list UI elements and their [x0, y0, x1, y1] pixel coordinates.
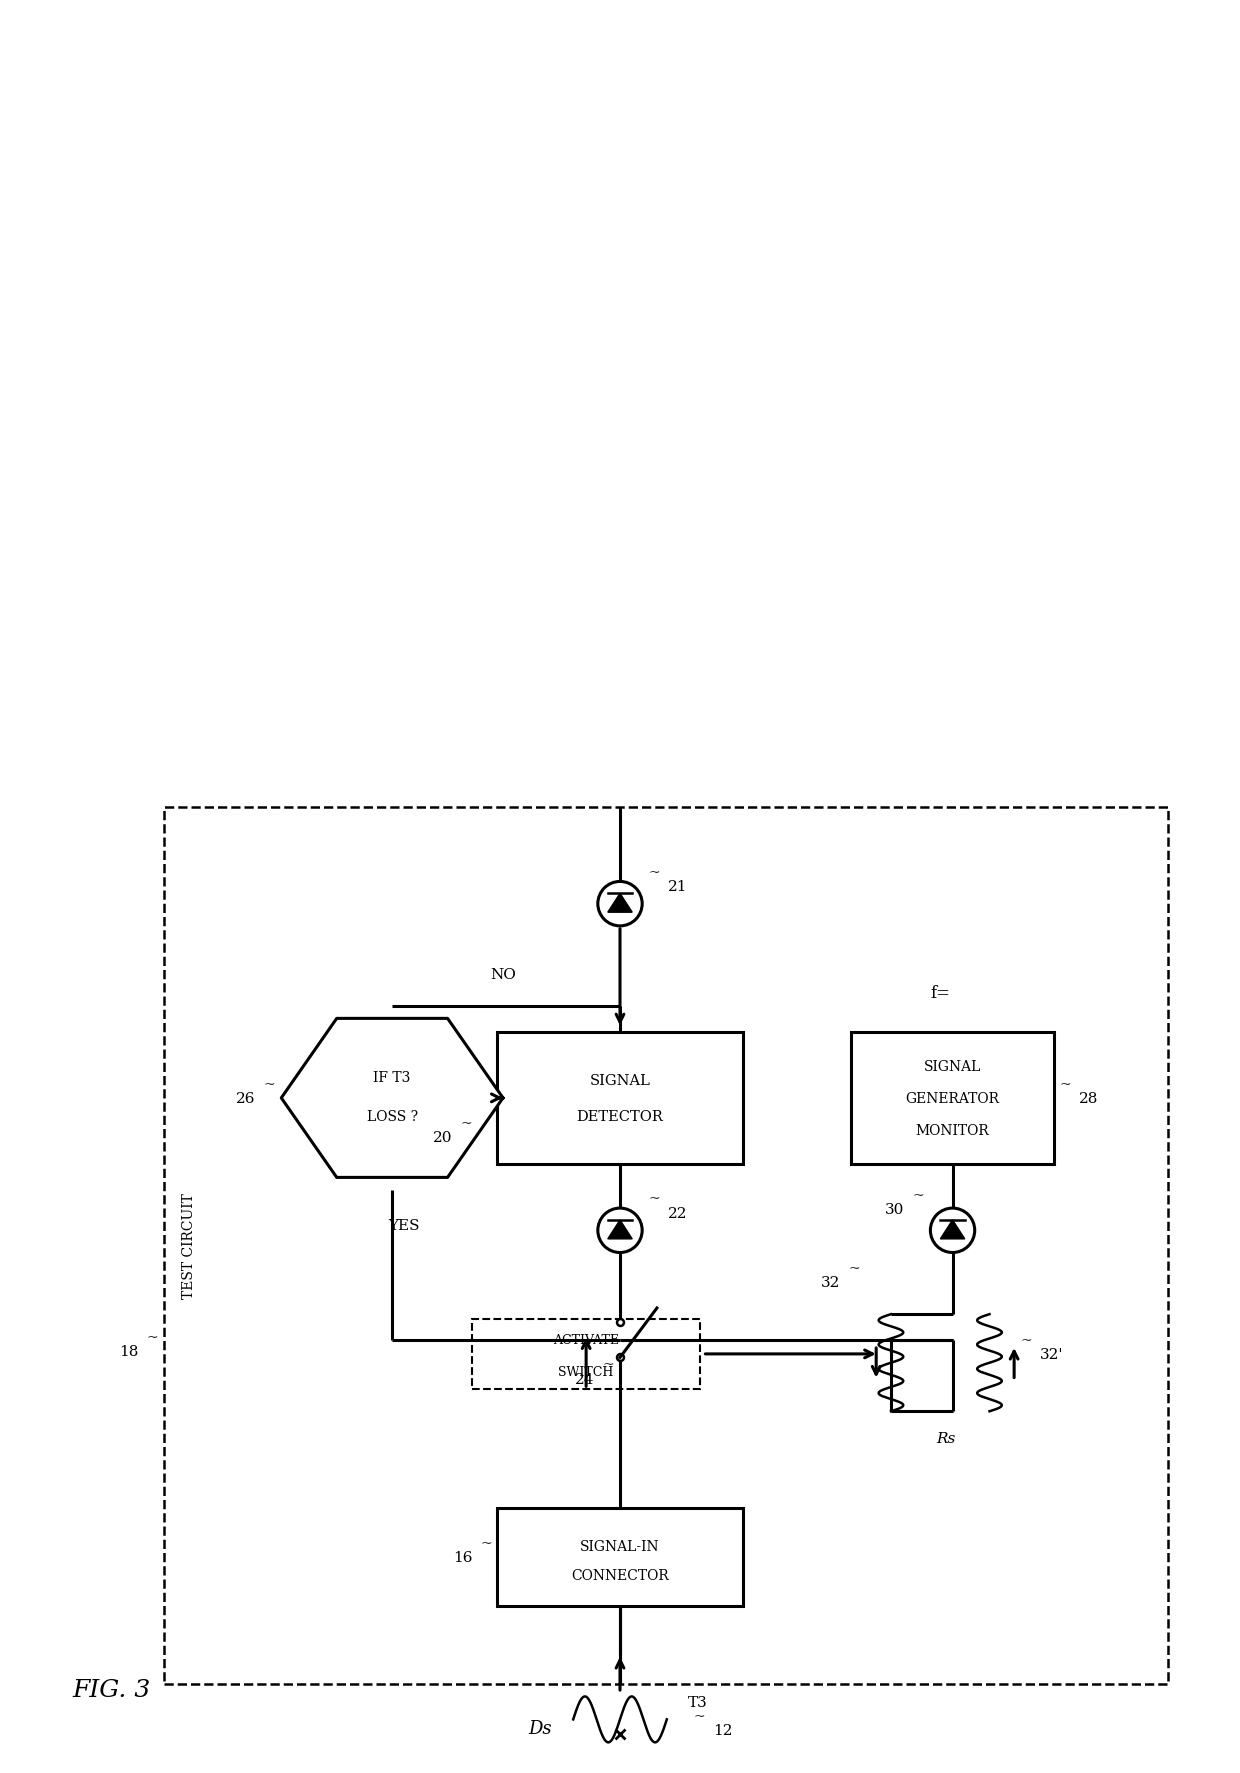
Text: 22: 22	[668, 1206, 687, 1220]
Polygon shape	[281, 1019, 503, 1177]
Text: SIGNAL-IN: SIGNAL-IN	[580, 1539, 660, 1553]
Text: T3: T3	[688, 1695, 708, 1709]
Text: SIGNAL: SIGNAL	[589, 1074, 651, 1087]
Ellipse shape	[598, 1209, 642, 1254]
Text: ~: ~	[913, 1188, 924, 1202]
Text: SIGNAL: SIGNAL	[924, 1060, 981, 1073]
Text: Ds: Ds	[528, 1720, 552, 1738]
Text: 28: 28	[1079, 1090, 1099, 1105]
Text: GENERATOR: GENERATOR	[905, 1090, 999, 1105]
Text: 30: 30	[885, 1202, 904, 1216]
Text: 18: 18	[119, 1344, 139, 1358]
Text: 16: 16	[453, 1550, 472, 1564]
Text: ~: ~	[649, 865, 660, 879]
Bar	[851, 1032, 1054, 1165]
Ellipse shape	[598, 881, 642, 926]
Text: NO: NO	[491, 968, 517, 982]
Text: FIG. 3: FIG. 3	[72, 1677, 150, 1700]
Polygon shape	[608, 1220, 632, 1239]
Text: TEST CIRCUIT: TEST CIRCUIT	[182, 1193, 196, 1298]
Polygon shape	[940, 1220, 965, 1239]
Polygon shape	[608, 894, 632, 913]
Text: SWITCH: SWITCH	[558, 1365, 614, 1378]
Text: IF T3: IF T3	[373, 1071, 410, 1083]
Text: ~: ~	[848, 1262, 861, 1275]
Bar	[497, 1032, 743, 1165]
Text: 21: 21	[668, 879, 687, 894]
Text: YES: YES	[388, 1218, 420, 1232]
Text: ~: ~	[480, 1535, 492, 1550]
Ellipse shape	[930, 1209, 975, 1254]
Text: ~: ~	[1021, 1333, 1032, 1347]
Text: ~: ~	[603, 1358, 614, 1372]
Text: ~: ~	[460, 1115, 472, 1129]
Text: ~: ~	[264, 1078, 275, 1090]
Text: MONITOR: MONITOR	[915, 1122, 990, 1136]
Text: 20: 20	[433, 1129, 453, 1144]
Text: ~: ~	[649, 1191, 660, 1206]
Text: LOSS ?: LOSS ?	[367, 1108, 418, 1122]
Text: CONNECTOR: CONNECTOR	[572, 1567, 668, 1582]
Text: 24: 24	[574, 1372, 594, 1386]
Text: 32: 32	[821, 1275, 841, 1289]
Text: ~: ~	[1059, 1078, 1070, 1090]
Bar	[497, 1509, 743, 1606]
Text: f=: f=	[930, 984, 950, 1002]
Text: ACTIVATE: ACTIVATE	[553, 1333, 619, 1346]
Bar	[472, 1319, 701, 1390]
Text: DETECTOR: DETECTOR	[577, 1108, 663, 1122]
Text: 26: 26	[236, 1090, 255, 1105]
Bar	[164, 807, 1168, 1684]
Text: 32': 32'	[1040, 1347, 1064, 1362]
Text: Rs: Rs	[936, 1431, 956, 1445]
Text: 12: 12	[713, 1723, 733, 1738]
Text: ~: ~	[146, 1330, 159, 1344]
Text: ~: ~	[694, 1709, 706, 1723]
